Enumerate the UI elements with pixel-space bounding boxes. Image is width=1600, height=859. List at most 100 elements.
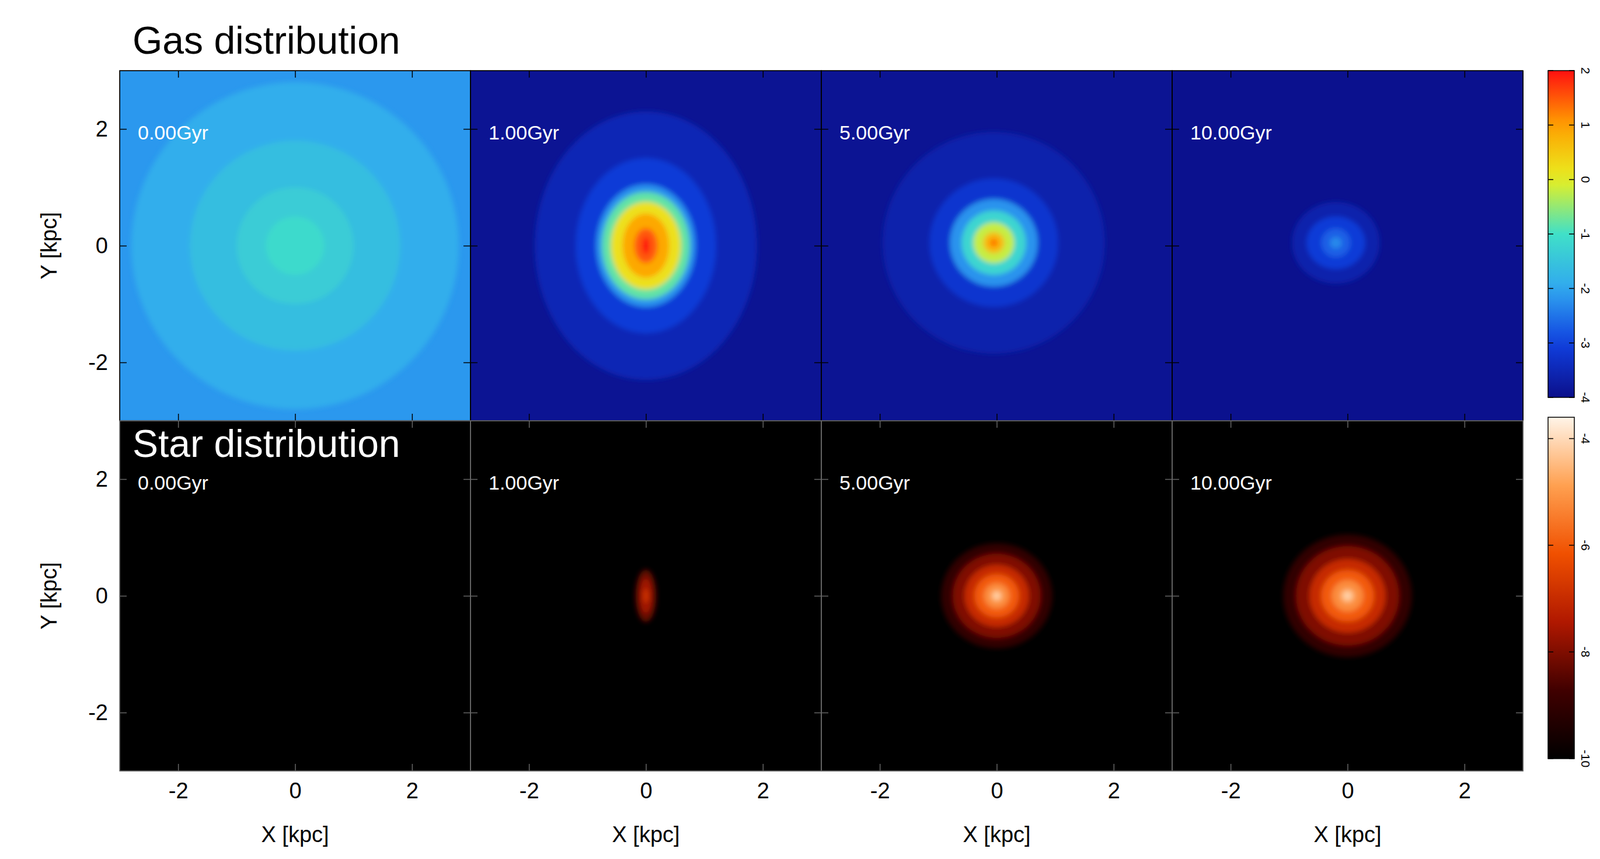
tick-mark	[1230, 420, 1232, 428]
axis	[1165, 71, 1173, 422]
tick	[762, 70, 764, 78]
density-ring	[622, 213, 669, 278]
row-title: Gas distribution	[132, 18, 401, 62]
tick	[1464, 413, 1466, 421]
axis	[1172, 421, 1180, 772]
axis	[1172, 420, 1524, 428]
tick	[470, 712, 478, 714]
axis	[120, 70, 472, 78]
tick-label: -2	[168, 778, 189, 804]
tick	[470, 362, 478, 364]
plot-area	[470, 420, 822, 772]
tick-mark	[814, 245, 822, 247]
density-ring	[1283, 534, 1412, 658]
plot-area	[119, 420, 471, 772]
tick: 2	[95, 466, 127, 492]
tick-mark	[814, 362, 822, 364]
background-cell	[821, 70, 1173, 421]
axis	[821, 420, 1173, 428]
axis-line	[120, 771, 472, 772]
axis	[821, 413, 1173, 422]
density-ring	[1291, 201, 1380, 284]
density-ring	[1306, 216, 1365, 270]
tick	[528, 413, 530, 421]
colorbar-tick	[1569, 124, 1575, 127]
tick-mark	[463, 595, 471, 598]
tick-label: 2	[757, 778, 770, 804]
tick	[528, 70, 530, 78]
plot-area	[119, 70, 471, 421]
tick	[1172, 712, 1180, 714]
colorbar-tick-label: -3	[1578, 337, 1593, 349]
density-ring	[534, 111, 758, 381]
tick	[814, 129, 822, 130]
plot-area	[470, 70, 822, 421]
colorbar-tick	[1569, 651, 1575, 653]
tick	[463, 712, 471, 714]
density-ring	[1320, 570, 1374, 622]
tick-mark	[119, 362, 127, 364]
axis: -202	[88, 421, 127, 772]
tick-mark	[645, 420, 647, 428]
panel-row: -202-2020.00GyrX [kpc]-2021.00GyrX [kpc]…	[36, 420, 1524, 847]
density-ring	[601, 192, 690, 300]
panel-frame	[470, 420, 822, 772]
panel-time-label: 0.00Gyr	[137, 471, 209, 494]
tick	[1230, 420, 1232, 428]
panel-frame	[119, 420, 471, 772]
tick-mark	[645, 70, 647, 78]
tick-mark	[1464, 413, 1466, 421]
tick-mark	[996, 764, 998, 772]
tick	[1515, 129, 1523, 130]
tick-mark	[821, 129, 829, 131]
panel-frame	[119, 70, 471, 421]
tick-mark	[412, 70, 414, 78]
tick: 0	[95, 583, 127, 609]
density-ring	[974, 574, 1019, 618]
tick: 0	[990, 764, 1003, 804]
tick-label: 0	[1341, 778, 1354, 804]
density-ring	[882, 131, 1105, 354]
tick: -2	[870, 764, 891, 804]
axis	[471, 413, 822, 422]
tick-mark	[294, 70, 296, 78]
axis: -202	[821, 764, 1173, 804]
tick	[463, 479, 471, 480]
tick-mark	[1165, 595, 1173, 598]
tick-label: -2	[870, 778, 891, 804]
colorbar-scale	[1548, 70, 1575, 398]
background-cell	[119, 420, 471, 772]
colorbar-tick-label: -2	[1578, 283, 1593, 295]
tick-mark	[1113, 420, 1115, 428]
plot-area	[1172, 420, 1523, 772]
density-rings	[882, 131, 1105, 354]
panel: 10.00Gyr	[1172, 70, 1524, 422]
tick-mark	[762, 70, 765, 78]
tick-label: 2	[406, 778, 419, 804]
tick-mark	[879, 420, 881, 428]
colorbar-tick-label: 1	[1578, 121, 1593, 129]
tick: 2	[406, 764, 419, 804]
tick-mark	[814, 595, 822, 598]
colorbar-tick	[1569, 179, 1575, 181]
tick-mark	[528, 70, 531, 78]
tick-mark	[1165, 712, 1173, 714]
axis	[1172, 71, 1180, 422]
tick: 2	[95, 116, 127, 142]
tick-label: -2	[519, 778, 540, 804]
colorbar-tick-label: -6	[1578, 539, 1593, 552]
tick-label: 0	[639, 778, 653, 804]
background-cell	[1172, 70, 1523, 421]
colorbar-tick	[1548, 179, 1554, 181]
panel: -202-2020.00GyrX [kpc]	[88, 420, 471, 847]
colorbar-tick	[1548, 651, 1554, 653]
tick-mark	[470, 595, 478, 598]
tick: 0	[1341, 764, 1354, 804]
panel: -2025.00GyrX [kpc]	[821, 420, 1173, 847]
colorbar-tick	[1548, 545, 1554, 547]
density-ring	[1331, 580, 1364, 612]
tick-mark	[996, 420, 998, 428]
tick-mark	[821, 362, 829, 364]
density-ring	[642, 236, 650, 255]
density-ring	[1320, 228, 1351, 258]
